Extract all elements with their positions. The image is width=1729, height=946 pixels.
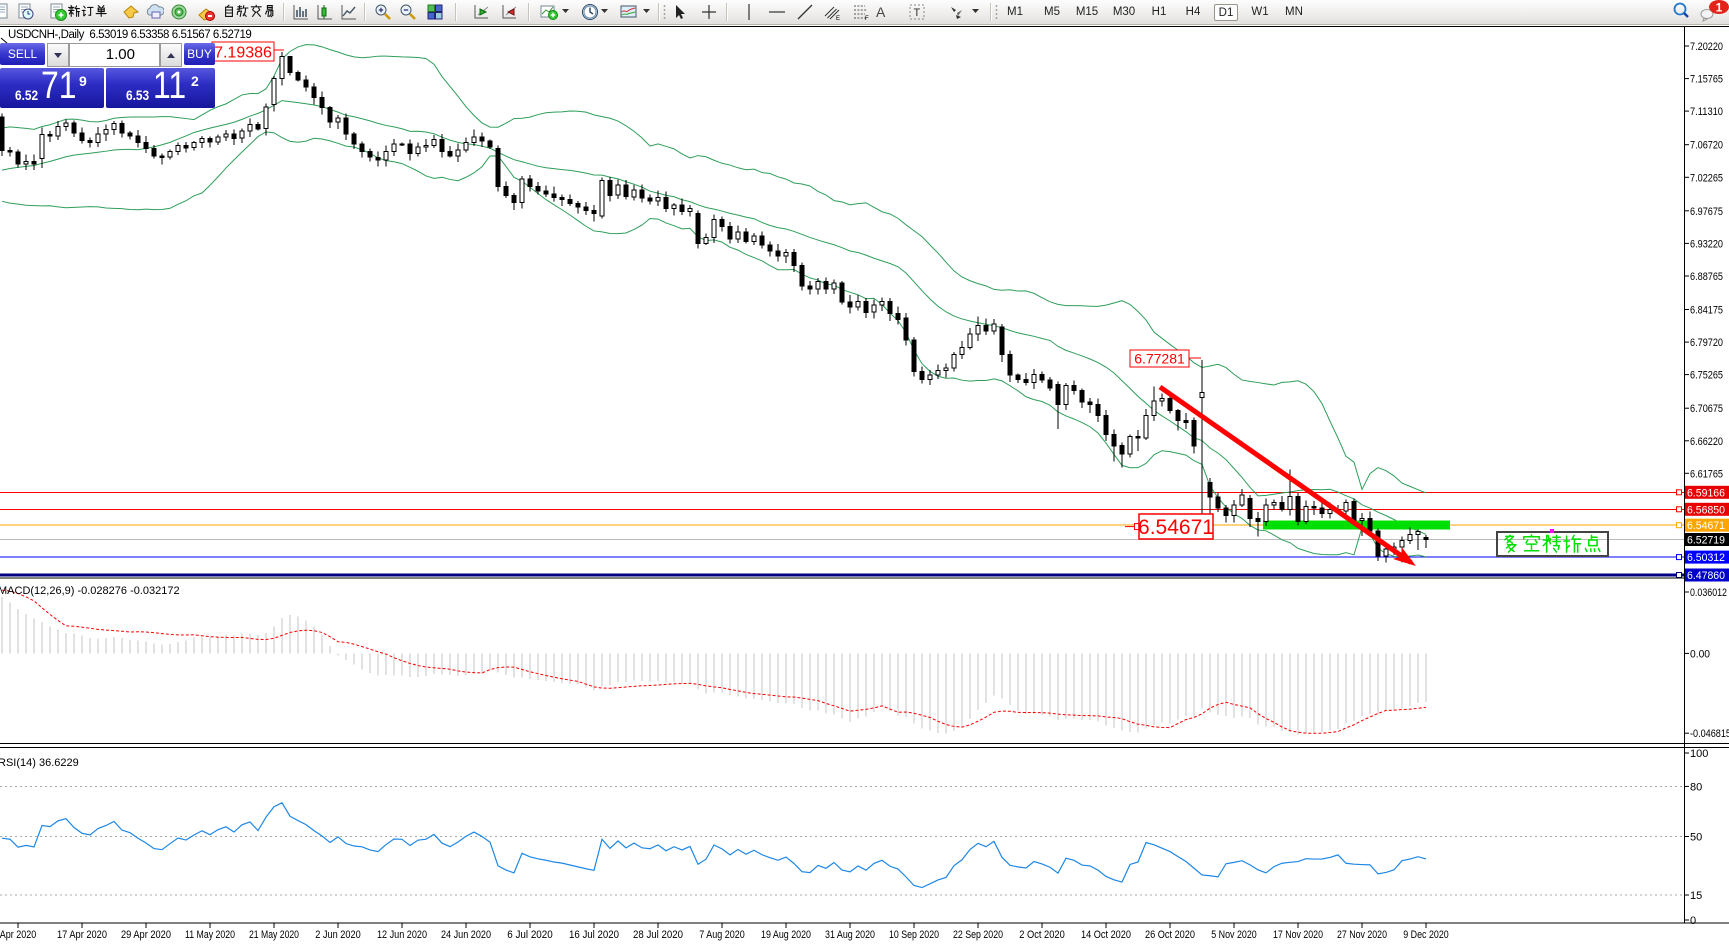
svg-text:15: 15 [1690, 890, 1702, 902]
svg-text:6.79720: 6.79720 [1690, 337, 1723, 349]
svg-text:7.02265: 7.02265 [1690, 172, 1723, 184]
svg-text:2 Jun 2020: 2 Jun 2020 [315, 929, 361, 941]
svg-text:6.77281: 6.77281 [1134, 351, 1185, 367]
svg-text:F: F [865, 16, 869, 21]
svg-text:6.50312: 6.50312 [1687, 552, 1725, 564]
svg-text:0.00: 0.00 [1690, 648, 1710, 660]
svg-text:6.47860: 6.47860 [1687, 570, 1725, 582]
svg-text:31 Aug 2020: 31 Aug 2020 [825, 929, 875, 941]
svg-text:28 Jul 2020: 28 Jul 2020 [633, 929, 683, 941]
svg-text:6.75265: 6.75265 [1690, 370, 1723, 382]
svg-text:7.19386: 7.19386 [214, 44, 272, 61]
svg-text:6.56850: 6.56850 [1687, 504, 1725, 516]
svg-text:7.15765: 7.15765 [1690, 74, 1723, 86]
svg-text:9 Dec 2020: 9 Dec 2020 [1403, 929, 1449, 941]
svg-text:24 Jun 2020: 24 Jun 2020 [441, 929, 491, 941]
svg-text:17 Apr 2020: 17 Apr 2020 [57, 929, 107, 941]
svg-text:0: 0 [1690, 915, 1696, 927]
svg-text:MACD(12,26,9) -0.028276 -0.032: MACD(12,26,9) -0.028276 -0.032172 [0, 585, 180, 597]
svg-text:6.54671: 6.54671 [1687, 520, 1725, 532]
svg-text:27 Nov 2020: 27 Nov 2020 [1337, 929, 1387, 941]
svg-text:17 Nov 2020: 17 Nov 2020 [1273, 929, 1323, 941]
svg-text:0.036012: 0.036012 [1690, 587, 1727, 599]
svg-text:E: E [836, 16, 840, 21]
svg-text:Apr 2020: Apr 2020 [0, 929, 36, 941]
svg-text:6.70675: 6.70675 [1690, 403, 1723, 415]
svg-text:6.61765: 6.61765 [1690, 468, 1723, 480]
svg-text:5 Nov 2020: 5 Nov 2020 [1211, 929, 1257, 941]
svg-text:-0.046815: -0.046815 [1690, 728, 1729, 740]
svg-text:RSI(14) 36.6229: RSI(14) 36.6229 [0, 757, 79, 769]
svg-text:19 Aug 2020: 19 Aug 2020 [761, 929, 811, 941]
svg-text:6.54671: 6.54671 [1138, 516, 1214, 539]
svg-text:7.11310: 7.11310 [1690, 106, 1723, 118]
svg-text:1: 1 [1716, 1, 1723, 15]
svg-text:100: 100 [1690, 748, 1708, 760]
svg-text:6.52719: 6.52719 [1687, 535, 1725, 547]
svg-text:50: 50 [1690, 832, 1702, 844]
svg-text:7.06720: 7.06720 [1690, 140, 1723, 152]
svg-text:6.93220: 6.93220 [1690, 238, 1723, 250]
svg-text:21 May 2020: 21 May 2020 [249, 929, 299, 941]
svg-text:6.97675: 6.97675 [1690, 206, 1723, 218]
svg-text:7 Aug 2020: 7 Aug 2020 [699, 929, 745, 941]
svg-text:26 Oct 2020: 26 Oct 2020 [1145, 929, 1195, 941]
svg-text:6 Jul 2020: 6 Jul 2020 [507, 929, 553, 941]
svg-text:80: 80 [1690, 781, 1702, 793]
svg-text:2 Oct 2020: 2 Oct 2020 [1019, 929, 1065, 941]
svg-text:6.66220: 6.66220 [1690, 436, 1723, 448]
svg-text:29 Apr 2020: 29 Apr 2020 [121, 929, 171, 941]
svg-text:11 May 2020: 11 May 2020 [185, 929, 235, 941]
svg-text:10 Sep 2020: 10 Sep 2020 [889, 929, 939, 941]
svg-text:7.20220: 7.20220 [1690, 41, 1723, 53]
svg-text:T: T [914, 7, 921, 19]
svg-text:6.59166: 6.59166 [1687, 487, 1725, 499]
svg-text:14 Oct 2020: 14 Oct 2020 [1081, 929, 1131, 941]
svg-text:12 Jun 2020: 12 Jun 2020 [377, 929, 427, 941]
svg-text:16 Jul 2020: 16 Jul 2020 [569, 929, 619, 941]
svg-text:22 Sep 2020: 22 Sep 2020 [953, 929, 1003, 941]
svg-text:6.88765: 6.88765 [1690, 271, 1723, 283]
svg-text:6.84175: 6.84175 [1690, 305, 1723, 317]
